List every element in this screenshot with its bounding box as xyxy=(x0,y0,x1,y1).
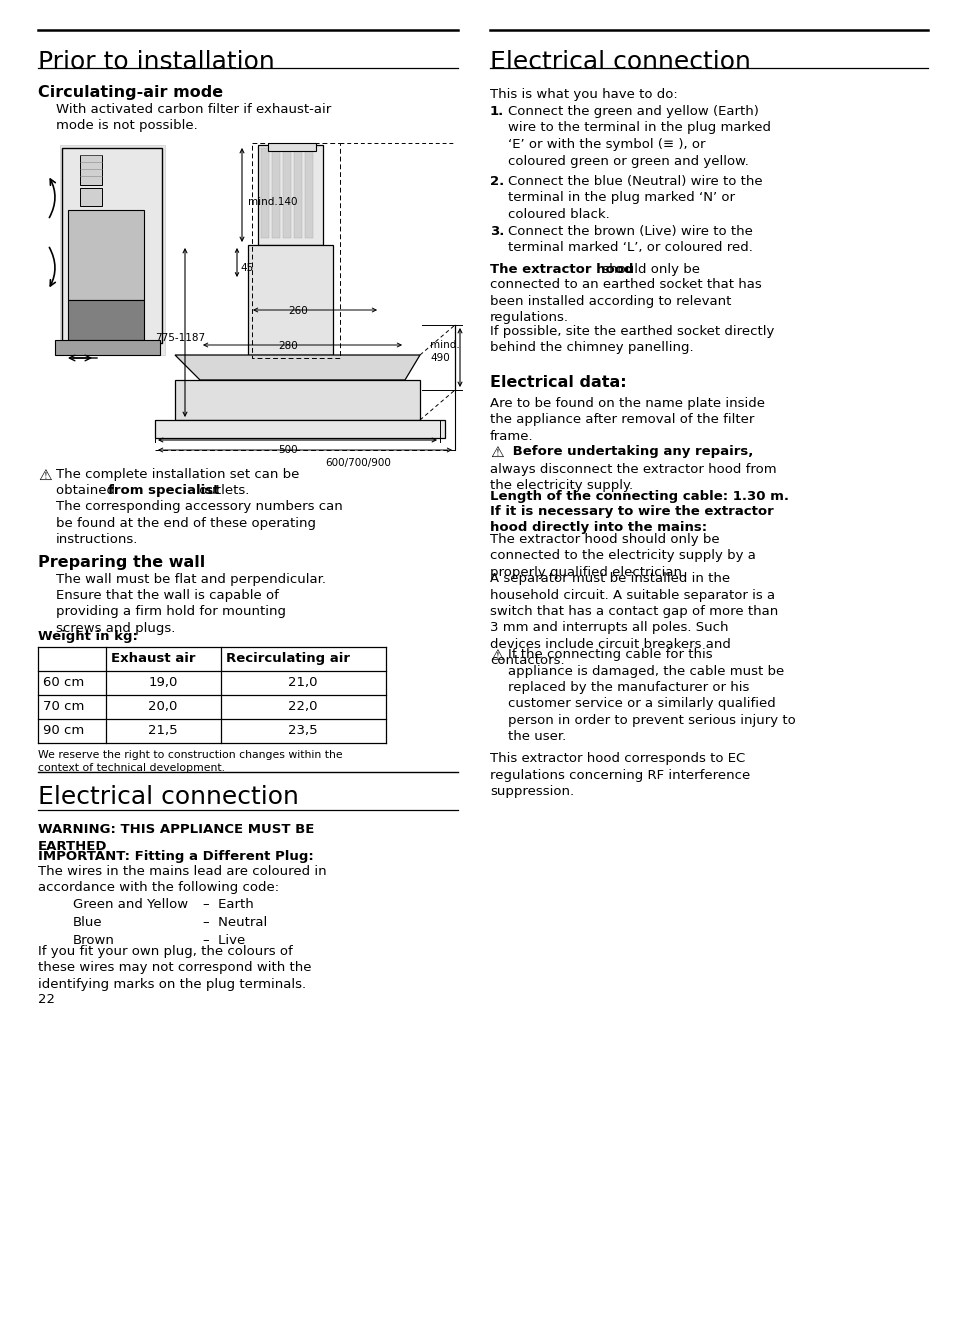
Text: 45: 45 xyxy=(240,263,253,273)
Text: If it is necessary to wire the extractor
hood directly into the mains:: If it is necessary to wire the extractor… xyxy=(490,505,773,534)
Text: 90 cm: 90 cm xyxy=(43,724,84,737)
Text: 60 cm: 60 cm xyxy=(43,676,84,690)
Text: 22,0: 22,0 xyxy=(288,700,317,713)
Text: The wires in the mains lead are coloured in
accordance with the following code:: The wires in the mains lead are coloured… xyxy=(38,865,326,895)
Text: Electrical data:: Electrical data: xyxy=(490,375,626,390)
Text: Preparing the wall: Preparing the wall xyxy=(38,556,205,570)
Bar xyxy=(261,149,269,237)
Bar xyxy=(257,145,323,245)
Text: Circulating-air mode: Circulating-air mode xyxy=(38,85,223,99)
Text: If the connecting cable for this
appliance is damaged, the cable must be
replace: If the connecting cable for this applian… xyxy=(507,648,795,744)
Text: –  Earth: – Earth xyxy=(203,898,253,911)
Text: Are to be found on the name plate inside
the appliance after removal of the filt: Are to be found on the name plate inside… xyxy=(490,396,764,443)
Text: If you fit your own plug, the colours of
these wires may not correspond with the: If you fit your own plug, the colours of… xyxy=(38,945,312,991)
Text: Prior to installation: Prior to installation xyxy=(38,50,274,74)
Text: always disconnect the extractor hood from
the electricity supply.: always disconnect the extractor hood fro… xyxy=(490,463,776,492)
Text: 21,5: 21,5 xyxy=(148,724,177,737)
Text: 19,0: 19,0 xyxy=(148,676,177,690)
Text: Exhaust air: Exhaust air xyxy=(111,652,195,666)
Bar xyxy=(154,420,444,438)
Text: 280: 280 xyxy=(277,341,297,351)
Text: 20,0: 20,0 xyxy=(148,700,177,713)
Bar xyxy=(272,149,280,237)
Polygon shape xyxy=(174,355,419,381)
Bar xyxy=(305,149,313,237)
Bar xyxy=(80,155,102,186)
Text: connected to an earthed socket that has
been installed according to relevant
reg: connected to an earthed socket that has … xyxy=(490,278,760,324)
Text: WARNING: THIS APPLIANCE MUST BE
EARTHED: WARNING: THIS APPLIANCE MUST BE EARTHED xyxy=(38,823,314,853)
Text: Before undertaking any repairs,: Before undertaking any repairs, xyxy=(507,446,753,457)
Text: should only be: should only be xyxy=(598,263,700,276)
Text: Weight in kg:: Weight in kg: xyxy=(38,630,138,643)
Text: 23,5: 23,5 xyxy=(288,724,317,737)
Bar xyxy=(68,210,144,300)
Text: This is what you have to do:: This is what you have to do: xyxy=(490,88,677,101)
Text: obtained: obtained xyxy=(56,484,119,497)
Text: We reserve the right to construction changes within the
context of technical dev: We reserve the right to construction cha… xyxy=(38,751,342,773)
Bar xyxy=(268,143,315,151)
Bar xyxy=(62,149,162,343)
Text: This extractor hood corresponds to EC
regulations concerning RF interference
sup: This extractor hood corresponds to EC re… xyxy=(490,752,749,798)
Text: Brown: Brown xyxy=(73,934,114,947)
Text: The extractor hood should only be
connected to the electricity supply by a
prope: The extractor hood should only be connec… xyxy=(490,533,755,579)
Text: Ensure that the wall is capable of
providing a firm hold for mounting
screws and: Ensure that the wall is capable of provi… xyxy=(56,589,286,635)
Text: 600/700/900: 600/700/900 xyxy=(325,457,391,468)
Text: Connect the green and yellow (Earth)
wire to the terminal in the plug marked
‘E’: Connect the green and yellow (Earth) wir… xyxy=(507,105,770,167)
Text: The extractor hood: The extractor hood xyxy=(490,263,633,276)
Bar xyxy=(60,145,165,355)
Text: 260: 260 xyxy=(288,306,308,316)
Text: Connect the brown (Live) wire to the
terminal marked ‘L’, or coloured red.: Connect the brown (Live) wire to the ter… xyxy=(507,225,752,255)
Text: Blue: Blue xyxy=(73,916,103,930)
Text: 1.: 1. xyxy=(490,105,504,118)
Text: mind.140: mind.140 xyxy=(248,198,297,207)
Text: Electrical connection: Electrical connection xyxy=(490,50,750,74)
Text: mind.
490: mind. 490 xyxy=(430,339,459,363)
Text: IMPORTANT: Fitting a Different Plug:: IMPORTANT: Fitting a Different Plug: xyxy=(38,850,314,863)
Text: 2.: 2. xyxy=(490,175,504,188)
Text: 22: 22 xyxy=(38,993,55,1006)
Bar xyxy=(174,381,419,420)
Text: If possible, site the earthed socket directly
behind the chimney panelling.: If possible, site the earthed socket dir… xyxy=(490,325,774,354)
Text: The corresponding accessory numbers can
be found at the end of these operating
i: The corresponding accessory numbers can … xyxy=(56,500,342,546)
Text: –  Live: – Live xyxy=(203,934,245,947)
Text: A separator must be installed in the
household circuit. A suitable separator is : A separator must be installed in the hou… xyxy=(490,572,778,667)
Text: from specialist: from specialist xyxy=(108,484,219,497)
Text: The complete installation set can be: The complete installation set can be xyxy=(56,468,299,481)
Text: outlets.: outlets. xyxy=(194,484,249,497)
Bar xyxy=(248,245,333,355)
Bar xyxy=(294,149,302,237)
Text: ⚠: ⚠ xyxy=(38,468,51,483)
Text: Connect the blue (Neutral) wire to the
terminal in the plug marked ‘N’ or
colour: Connect the blue (Neutral) wire to the t… xyxy=(507,175,761,221)
Text: Length of the connecting cable: 1.30 m.: Length of the connecting cable: 1.30 m. xyxy=(490,491,788,503)
Bar xyxy=(55,339,160,355)
Text: 500: 500 xyxy=(277,446,297,455)
Text: 70 cm: 70 cm xyxy=(43,700,84,713)
Text: Green and Yellow: Green and Yellow xyxy=(73,898,188,911)
Text: Recirculating air: Recirculating air xyxy=(226,652,350,666)
Text: 21,0: 21,0 xyxy=(288,676,317,690)
Text: ⚠: ⚠ xyxy=(490,446,503,460)
Text: Electrical connection: Electrical connection xyxy=(38,785,298,809)
Text: With activated carbon filter if exhaust-air
mode is not possible.: With activated carbon filter if exhaust-… xyxy=(56,103,331,133)
Text: –  Neutral: – Neutral xyxy=(203,916,267,930)
Text: The wall must be flat and perpendicular.: The wall must be flat and perpendicular. xyxy=(56,573,326,586)
Bar xyxy=(283,149,291,237)
Bar xyxy=(80,188,102,206)
Text: ⚠: ⚠ xyxy=(490,648,503,663)
Text: 3.: 3. xyxy=(490,225,504,237)
Bar xyxy=(68,300,144,339)
Text: 775-1187: 775-1187 xyxy=(154,333,205,343)
